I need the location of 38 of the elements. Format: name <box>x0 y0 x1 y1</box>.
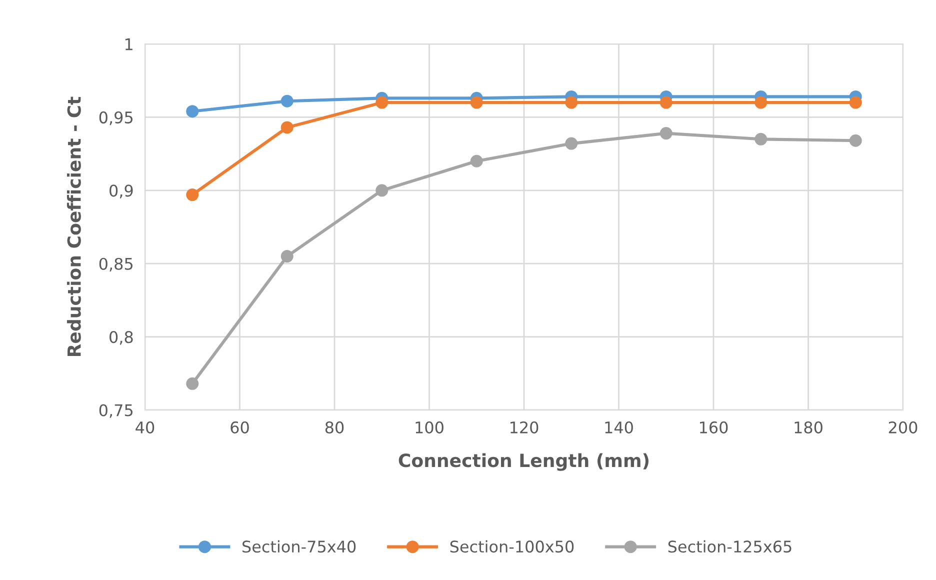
y-tick-label: 0,9 <box>110 184 133 198</box>
point <box>470 154 483 168</box>
point <box>470 96 483 109</box>
y-tick-label: 0,8 <box>110 331 133 345</box>
point <box>660 127 672 140</box>
point <box>754 132 768 146</box>
x-tick-label: 180 <box>794 421 822 434</box>
point <box>186 188 199 202</box>
legend-label: Section-125x65 <box>668 540 792 553</box>
point <box>186 105 199 118</box>
point <box>280 94 294 108</box>
point <box>376 184 388 197</box>
x-tick-label: 40 <box>136 421 154 434</box>
point <box>660 96 672 109</box>
x-axis-title: Connection Length (mm) <box>398 453 649 471</box>
point <box>849 96 862 109</box>
point <box>754 96 768 109</box>
x-tick-label: 200 <box>888 421 918 434</box>
point <box>280 250 294 263</box>
y-tick-label: 1 <box>125 38 132 50</box>
y-tick-label: 0,75 <box>99 404 132 418</box>
point <box>280 121 294 134</box>
point <box>849 134 862 147</box>
point <box>186 377 199 390</box>
x-tick-label: 160 <box>700 421 728 434</box>
x-tick-label: 140 <box>605 421 633 434</box>
x-tick-label: 80 <box>325 421 344 434</box>
x-tick-label: 60 <box>230 421 249 434</box>
point <box>565 137 578 150</box>
y-axis-title: Reduction Coefficient - Ct <box>66 96 81 356</box>
legend-label: Section-75x40 <box>242 540 356 553</box>
point <box>376 96 388 109</box>
y-tick-label: 0,85 <box>99 258 132 272</box>
point <box>565 96 578 109</box>
y-tick-label: 0,95 <box>99 111 132 126</box>
x-tick-label: 100 <box>416 421 444 434</box>
legend-label: Section-100x50 <box>450 540 574 553</box>
x-tick-label: 120 <box>510 421 538 434</box>
